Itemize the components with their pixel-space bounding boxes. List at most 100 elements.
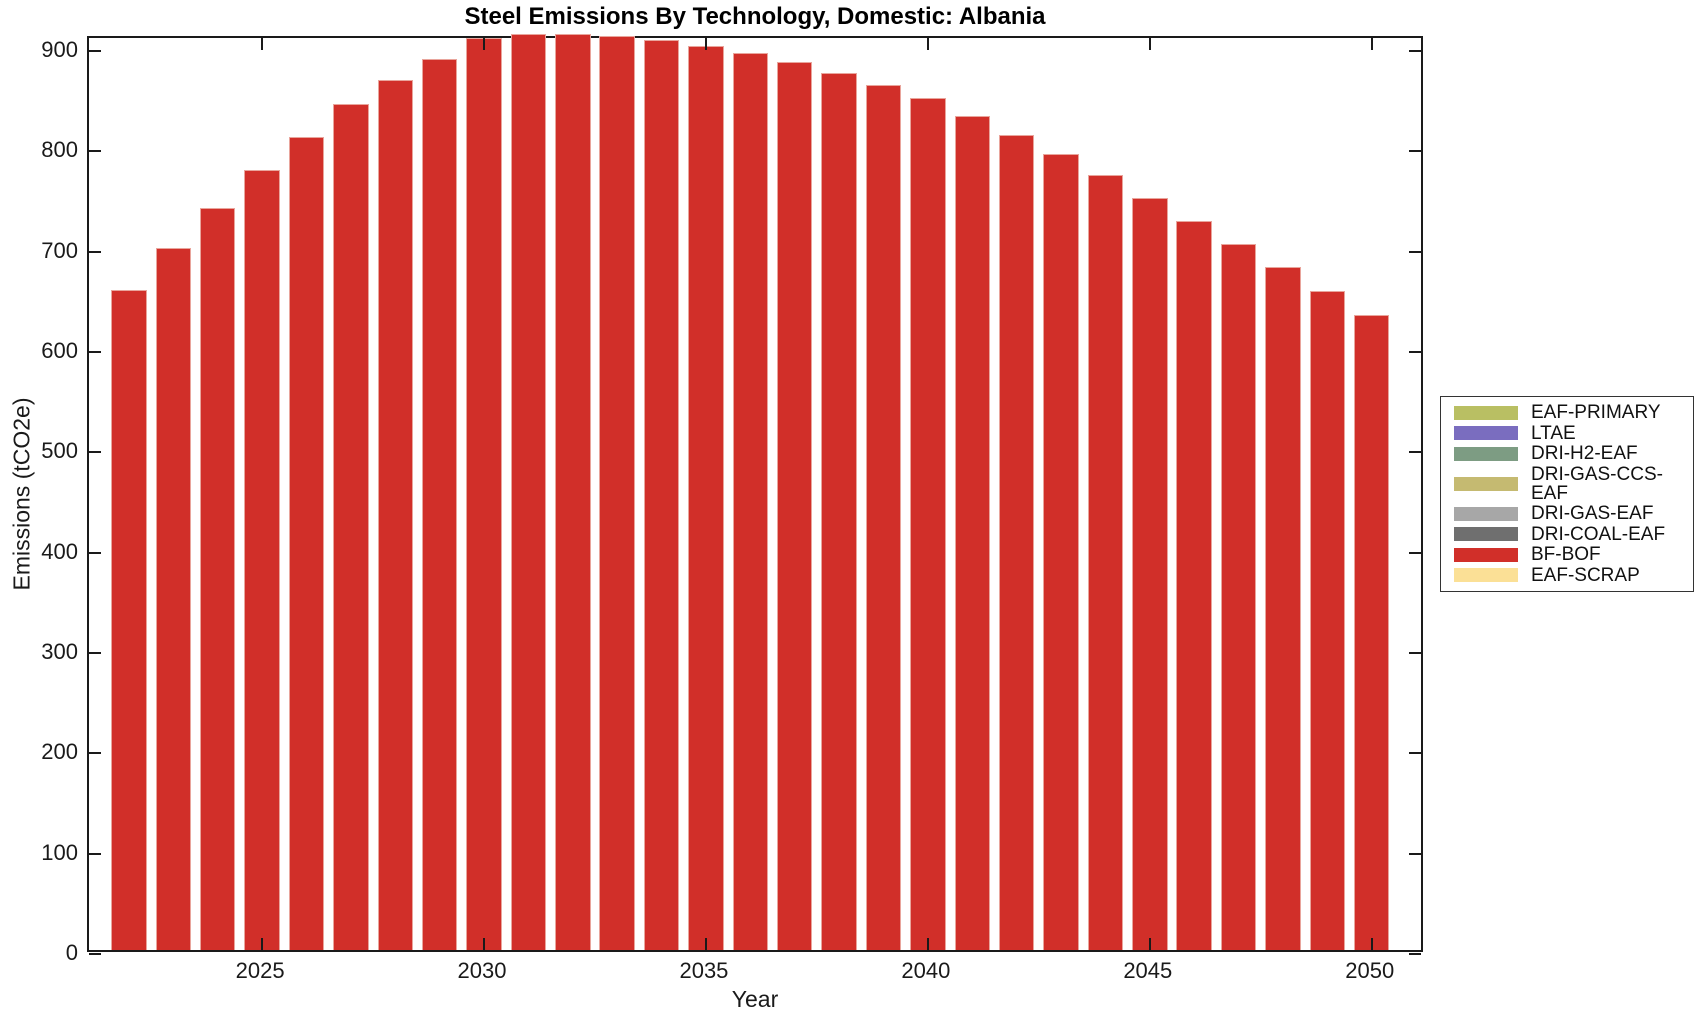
x-axis-label: Year <box>731 986 779 1012</box>
bar-2027 <box>333 104 369 950</box>
x-tick-mark-top <box>1370 38 1373 50</box>
bar-2038 <box>821 73 857 950</box>
bar-2050 <box>1353 314 1390 950</box>
y-tick-mark-right <box>1409 451 1421 454</box>
y-tick-mark <box>89 752 101 755</box>
legend: EAF-PRIMARY LTAE DRI-H2-EAF DRI-GAS-CCS-EAF… <box>1440 396 1694 592</box>
legend-item: DRI-GAS-EAF <box>1454 504 1693 523</box>
bar-2039 <box>865 85 902 950</box>
legend-label: LTAE <box>1531 422 1576 444</box>
x-tick-mark <box>1148 938 1151 950</box>
y-tick-label: 900 <box>41 37 78 63</box>
legend-swatch <box>1454 405 1518 420</box>
legend-item: BF-BOF <box>1454 545 1693 564</box>
bar-2043 <box>1043 154 1079 950</box>
y-tick-label: 0 <box>65 940 78 965</box>
y-tick-mark <box>89 652 101 654</box>
x-tick-mark-top <box>926 38 929 50</box>
bar-2044 <box>1087 175 1124 950</box>
bar-2031 <box>510 34 547 950</box>
legend-swatch <box>1454 527 1518 542</box>
legend-swatch <box>1454 547 1518 562</box>
bar-2035 <box>688 46 724 950</box>
bar-2042 <box>998 135 1035 950</box>
legend-label: DRI-COAL-EAF <box>1531 523 1666 545</box>
plot-area <box>87 34 1423 955</box>
y-tick-label: 200 <box>41 739 78 765</box>
bar-2040 <box>910 98 946 950</box>
x-tick-mark <box>926 938 929 950</box>
legend-swatch <box>1454 426 1518 441</box>
y-tick-mark <box>89 551 101 554</box>
legend-item: DRI-GAS-CCS-EAF <box>1454 465 1693 503</box>
legend-swatch <box>1454 476 1518 491</box>
bar-2032 <box>555 34 591 950</box>
bar-2030 <box>466 38 502 950</box>
y-tick-mark-right <box>1409 250 1421 253</box>
bar-2025 <box>244 170 280 950</box>
legend-label: BF-BOF <box>1531 544 1601 566</box>
legend-swatch <box>1454 506 1518 521</box>
x-tick-mark-top <box>1148 38 1151 50</box>
bar-2034 <box>643 40 680 950</box>
x-tick-label: 2045 <box>1123 958 1173 983</box>
legend-label: DRI-GAS-CCS-EAF <box>1531 463 1663 504</box>
y-tick-label: 600 <box>41 338 78 364</box>
y-tick-label: 300 <box>41 639 78 664</box>
legend-label: EAF-PRIMARY <box>1531 402 1661 424</box>
y-tick-mark <box>89 953 101 955</box>
x-tick-label: 2040 <box>901 958 951 983</box>
bar-2028 <box>377 80 413 950</box>
x-tick-label: 2030 <box>457 958 507 983</box>
y-tick-label: 700 <box>41 237 78 263</box>
y-tick-mark-right <box>1409 150 1421 153</box>
x-tick-mark <box>483 938 486 950</box>
y-tick-mark <box>89 451 101 454</box>
y-tick-mark <box>89 50 101 53</box>
bar-2022 <box>111 289 147 950</box>
chart-title: Steel Emissions By Technology, Domestic:… <box>464 3 1046 30</box>
bar-2024 <box>199 207 236 950</box>
bar-2047 <box>1220 243 1257 950</box>
bar-2049 <box>1309 290 1346 950</box>
legend-item: EAF-PRIMARY <box>1454 403 1693 422</box>
bar-2026 <box>288 137 325 950</box>
legend-label: DRI-H2-EAF <box>1531 443 1638 465</box>
legend-item: DRI-H2-EAF <box>1454 444 1693 463</box>
y-tick-mark-right <box>1409 852 1421 855</box>
x-tick-mark-top <box>261 38 264 50</box>
legend-label: DRI-GAS-EAF <box>1531 503 1654 525</box>
legend-swatch <box>1454 446 1518 461</box>
x-tick-mark-top <box>483 38 486 50</box>
bar-2041 <box>954 116 990 950</box>
y-tick-mark-right <box>1409 752 1421 755</box>
x-tick-mark <box>261 938 264 950</box>
legend-item: EAF-SCRAP <box>1454 566 1693 585</box>
bar-2046 <box>1176 220 1212 950</box>
y-tick-mark <box>89 150 101 153</box>
x-tick-label: 2025 <box>235 958 285 983</box>
x-tick-mark <box>1370 938 1373 950</box>
bar-2033 <box>599 36 635 950</box>
bar-2036 <box>732 53 769 950</box>
x-tick-mark-top <box>704 38 707 50</box>
y-tick-mark <box>89 852 101 855</box>
y-tick-mark-right <box>1409 652 1421 654</box>
y-tick-mark-right <box>1409 351 1421 354</box>
y-tick-mark-right <box>1409 50 1421 53</box>
bar-2029 <box>421 59 458 950</box>
y-tick-mark-right <box>1409 953 1421 955</box>
y-tick-mark <box>89 351 101 354</box>
y-tick-label: 100 <box>41 839 78 865</box>
x-tick-label: 2050 <box>1345 958 1395 983</box>
legend-item: LTAE <box>1454 424 1693 443</box>
y-tick-label: 800 <box>41 137 78 163</box>
bar-2037 <box>776 62 813 950</box>
bar-2023 <box>155 247 192 950</box>
bar-2048 <box>1265 266 1301 950</box>
y-tick-mark <box>89 250 101 253</box>
y-tick-label: 400 <box>41 538 78 564</box>
y-tick-label: 500 <box>41 438 78 464</box>
bar-2045 <box>1132 197 1168 950</box>
